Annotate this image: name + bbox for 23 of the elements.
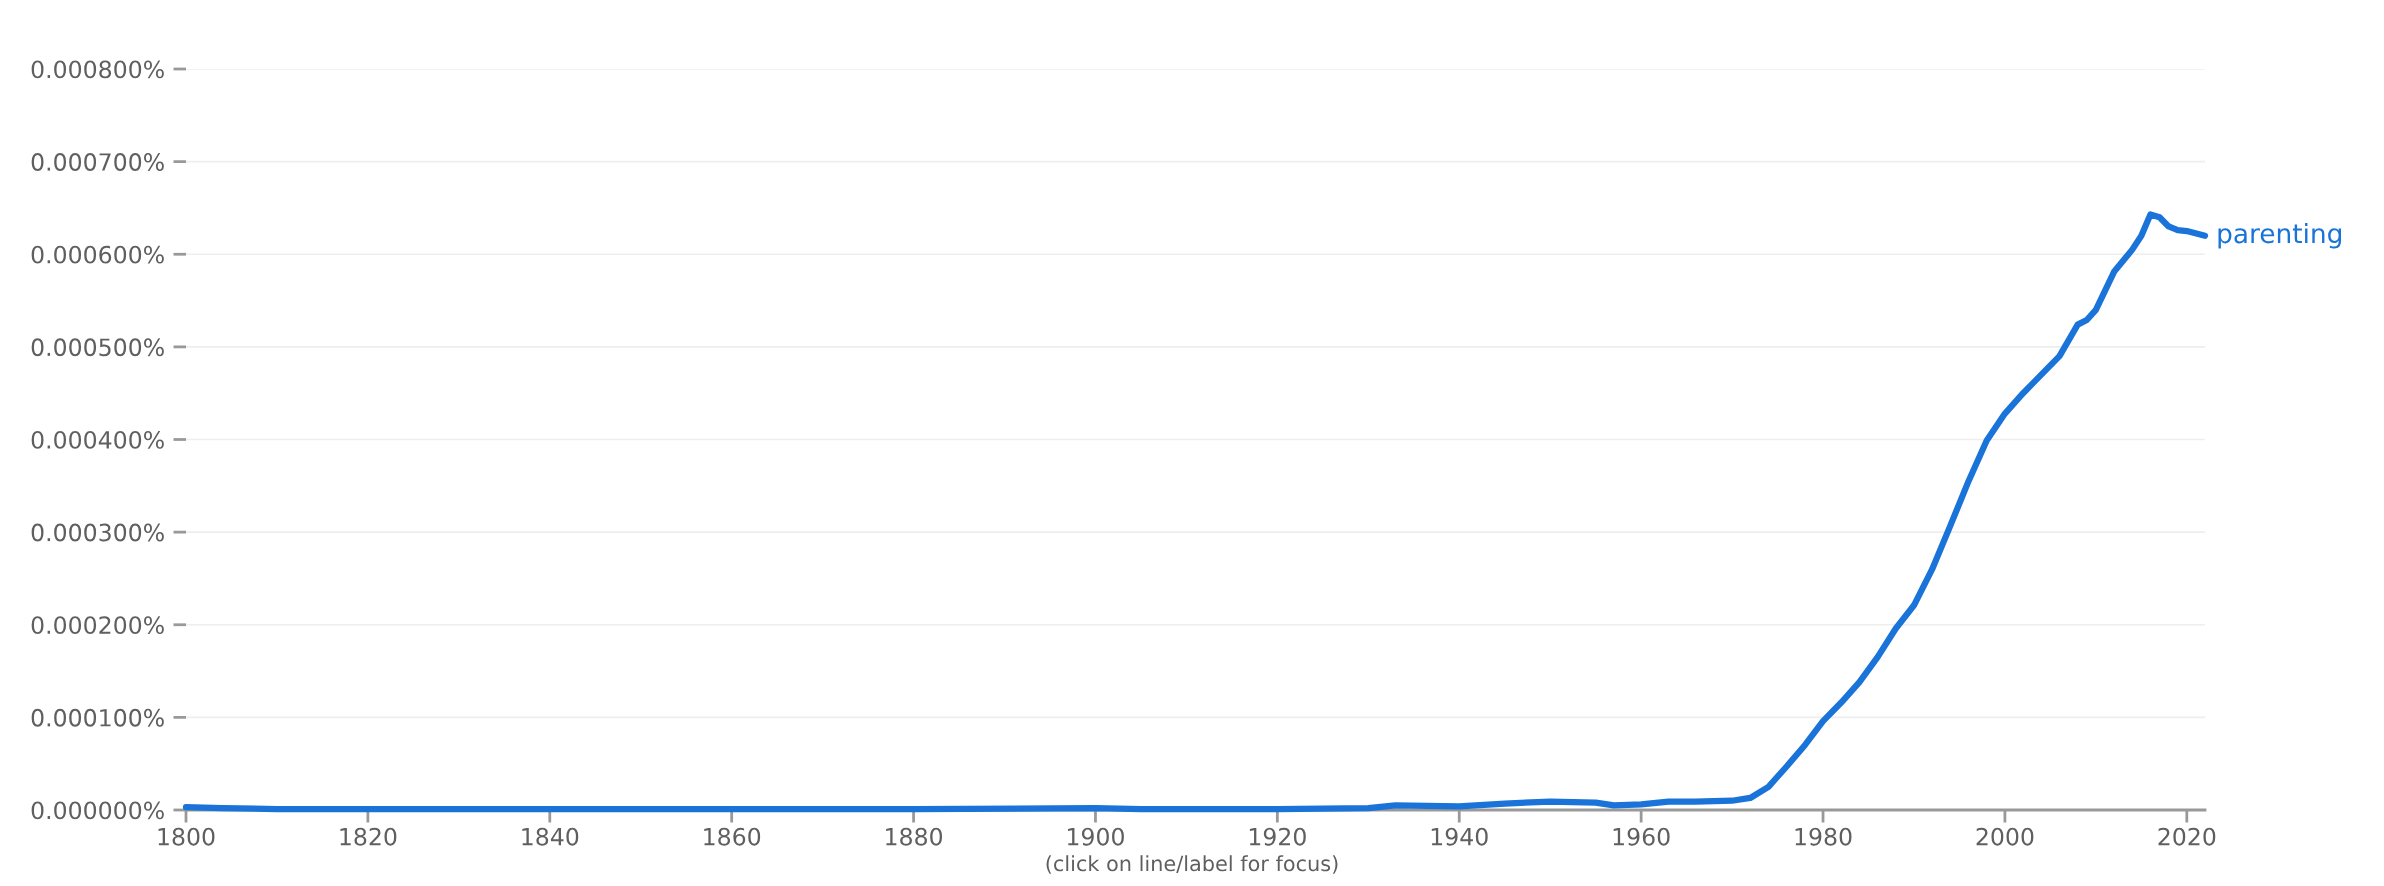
x-tick-label: 1800 xyxy=(158,827,215,846)
y-tick-label: 0.000700% xyxy=(31,153,164,171)
y-tick-label: 0.000000% xyxy=(31,801,164,820)
y-tick-label: 0.000400% xyxy=(31,430,164,449)
y-tick-label: 0.000800% xyxy=(31,60,164,79)
x-tick-label: 1860 xyxy=(704,827,761,846)
series-label: parenting xyxy=(2218,222,2342,249)
x-tick-label: 2020 xyxy=(2158,827,2216,846)
x-tick-label: 1980 xyxy=(1795,827,1852,846)
y-tick-label: 0.000300% xyxy=(31,523,164,542)
x-tick-label: 1880 xyxy=(886,827,943,846)
x-tick-label: 1920 xyxy=(1249,827,1306,846)
y-tick-label: 0.000600% xyxy=(31,245,164,264)
x-tick-label: 1840 xyxy=(522,827,579,846)
x-tick-label: 1960 xyxy=(1613,827,1670,846)
x-tick-label: 1940 xyxy=(1431,827,1488,846)
y-tick-label: 0.000500% xyxy=(31,338,164,357)
y-tick-label: 0.000200% xyxy=(31,616,164,635)
x-tick-label: 2000 xyxy=(1976,827,2034,846)
text: (click on line/label for focus) xyxy=(1046,855,1338,874)
x-tick-label: 1900 xyxy=(1068,827,1124,846)
y-tick-label: 0.000100% xyxy=(31,708,164,727)
x-tick-label: 1820 xyxy=(340,827,397,846)
